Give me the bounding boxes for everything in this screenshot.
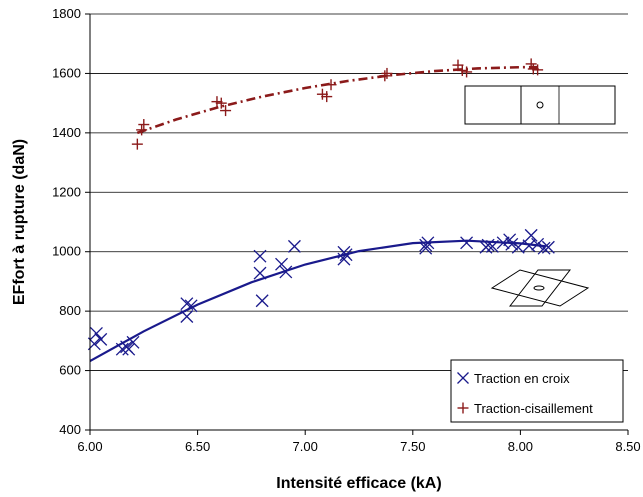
data-point-traction-cisaillement [215, 97, 227, 109]
data-point-traction-en-croix [524, 228, 538, 242]
data-point-traction-cisaillement [220, 105, 232, 117]
shear-specimen-diagram [464, 85, 616, 125]
data-point-traction-en-croix [255, 294, 269, 308]
data-point-traction-en-croix [541, 240, 555, 254]
x-tick-label: 7.50 [400, 439, 425, 454]
data-point-traction-cisaillement [461, 66, 473, 78]
data-point-traction-en-croix [122, 342, 136, 356]
data-point-traction-en-croix [253, 249, 267, 263]
data-point-traction-en-croix [421, 236, 435, 250]
trend-lines [89, 65, 547, 363]
data-point-traction-en-croix [485, 239, 499, 253]
data-point-traction-cisaillement [136, 124, 148, 136]
data-point-traction-en-croix [537, 241, 551, 255]
y-axis-title: EFfort à rupture (daN) [11, 139, 28, 305]
data-point-traction-en-croix [503, 233, 517, 247]
trend-line-traction-cisaillement [136, 65, 538, 135]
data-point-traction-cisaillement [131, 138, 143, 150]
y-tick-label: 1200 [52, 184, 81, 199]
data-point-traction-en-croix [180, 297, 194, 311]
y-tick-label: 1400 [52, 125, 81, 140]
x-tick-label: 6.00 [77, 439, 102, 454]
x-tick-label: 8.50 [615, 439, 640, 454]
data-point-traction-en-croix [531, 237, 545, 251]
y-tick-label: 600 [59, 363, 81, 378]
data-point-traction-cisaillement [532, 64, 544, 76]
legend-marker [457, 402, 469, 414]
data-point-traction-en-croix [505, 237, 519, 251]
data-point-traction-en-croix [511, 240, 525, 254]
x-tick-label: 8.00 [508, 439, 533, 454]
data-point-traction-en-croix [180, 310, 194, 323]
y-axis-ticks: 400 600 800 1000 1200 1400 1600 1800 [52, 6, 90, 437]
data-point-traction-en-croix [481, 238, 495, 252]
data-point-traction-cisaillement [138, 119, 150, 131]
data-point-traction-en-croix [184, 299, 198, 313]
data-point-traction-cisaillement [325, 79, 337, 91]
y-tick-label: 1600 [52, 65, 81, 80]
y-tick-label: 800 [59, 303, 81, 318]
data-point-traction-en-croix [115, 342, 129, 356]
data-point-traction-en-croix [126, 335, 140, 349]
data-point-traction-cisaillement [321, 91, 333, 103]
trend-line-traction-en-croix [89, 239, 547, 363]
legend-label: Traction en croix [474, 371, 570, 386]
data-point-traction-cisaillement [379, 70, 391, 82]
y-tick-label: 1000 [52, 244, 81, 259]
data-point-traction-en-croix [253, 266, 267, 280]
data-point-traction-cisaillement [381, 67, 393, 79]
x-tick-label: 7.00 [293, 439, 318, 454]
legend: Traction en croix Traction-cisaillement [450, 359, 624, 423]
x-axis-title: Intensité efficace (kA) [276, 475, 441, 492]
y-tick-label: 400 [59, 422, 81, 437]
data-point-traction-en-croix [287, 239, 301, 253]
data-point-traction-en-croix [89, 326, 103, 340]
data-point-traction-cisaillement [525, 58, 537, 70]
x-axis-ticks: 6.00 6.50 7.00 7.50 8.00 8.50 [77, 430, 641, 454]
y-tick-label: 1800 [52, 6, 81, 21]
data-point-traction-en-croix [337, 252, 351, 266]
data-point-traction-en-croix [275, 257, 288, 271]
legend-marker [457, 372, 469, 384]
data-point-traction-en-croix [460, 236, 474, 250]
legend-box [450, 359, 624, 423]
data-point-traction-en-croix [339, 248, 353, 262]
cross-specimen-diagram [490, 266, 590, 310]
data-markers [87, 58, 555, 356]
data-point-traction-en-croix [279, 265, 293, 279]
data-point-traction-en-croix [94, 332, 108, 346]
x-tick-label: 6.50 [185, 439, 210, 454]
legend-label: Traction-cisaillement [474, 401, 593, 416]
